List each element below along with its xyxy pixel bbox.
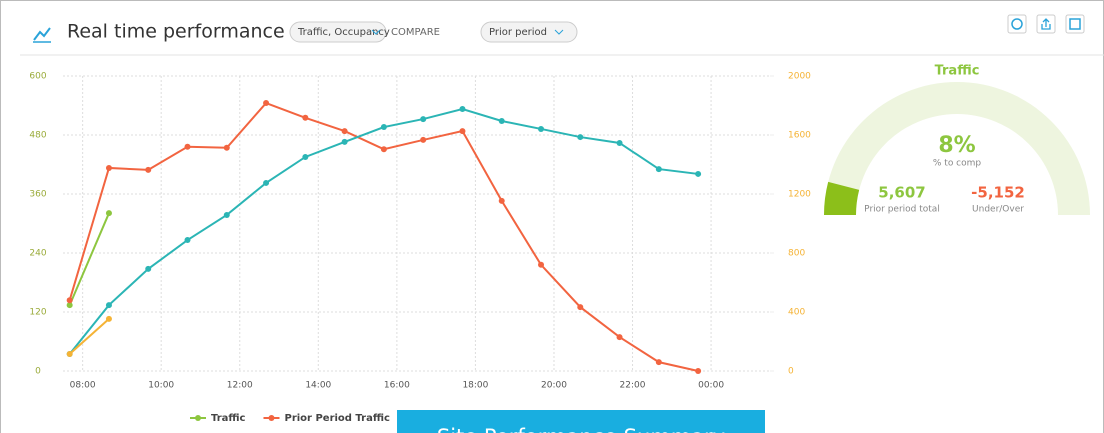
compare-label: COMPARE xyxy=(391,27,440,38)
y-tick-label: 360 xyxy=(29,190,46,200)
data-point xyxy=(302,114,309,121)
chevron xyxy=(554,29,564,35)
export-icon xyxy=(1041,18,1051,30)
data-point xyxy=(105,302,112,309)
data-point xyxy=(459,106,466,113)
data-point xyxy=(341,128,348,135)
gauge-diff-caption: Under/Over xyxy=(972,205,1024,215)
gauge: Traffic 8% % to comp 5,607 Prior period … xyxy=(824,64,1090,215)
x-tick-label: 16:00 xyxy=(384,381,410,391)
legend-label: Prior Period Traffic xyxy=(284,413,390,424)
metric-dropdown[interactable] xyxy=(289,21,387,43)
gauge-total: 5,607 xyxy=(878,184,925,202)
history-button[interactable] xyxy=(1007,14,1027,34)
gauge-percent: 8% xyxy=(938,133,975,158)
data-point xyxy=(695,368,702,374)
data-point xyxy=(145,265,152,272)
data-point xyxy=(498,117,505,124)
gauge-diff: -5,152 xyxy=(971,184,1025,202)
data-point xyxy=(577,304,584,311)
y2-tick-label: 1200 xyxy=(788,190,811,200)
data-point xyxy=(105,164,112,171)
data-point xyxy=(420,136,427,143)
y2-tick-label: 400 xyxy=(788,308,805,318)
data-point xyxy=(66,297,73,304)
data-point xyxy=(695,170,702,177)
legend-swatch xyxy=(195,415,201,421)
data-point xyxy=(263,100,270,107)
y2-tick-label: 1600 xyxy=(788,131,811,141)
data-point xyxy=(263,179,270,186)
legend-label: Traffic xyxy=(211,413,246,424)
data-point xyxy=(498,197,505,204)
x-tick-label: 22:00 xyxy=(620,381,646,391)
metric-dropdown-text: Traffic, Occupancy xyxy=(297,27,390,38)
x-tick-label: 18:00 xyxy=(462,381,488,391)
data-point xyxy=(223,211,230,218)
data-point xyxy=(66,302,73,309)
data-point xyxy=(223,144,230,151)
data-point xyxy=(184,143,191,150)
data-point xyxy=(380,146,387,153)
history-icon xyxy=(1011,18,1023,30)
y-tick-label: 120 xyxy=(29,308,46,318)
y2-tick-label: 0 xyxy=(788,367,794,377)
data-point xyxy=(577,134,584,141)
x-tick-label: 12:00 xyxy=(227,381,253,391)
data-point xyxy=(459,128,466,135)
compare-dropdown-text: Prior period xyxy=(489,27,547,38)
y2-tick-label: 800 xyxy=(788,249,805,259)
data-point xyxy=(341,138,348,145)
data-point xyxy=(66,351,73,358)
data-point xyxy=(538,125,545,132)
compare-dropdown[interactable] xyxy=(480,21,578,43)
x-tick-label: 14:00 xyxy=(305,381,331,391)
x-tick-label: 20:00 xyxy=(541,381,567,391)
expand-icon xyxy=(1069,18,1081,30)
chevron xyxy=(371,29,381,35)
y-tick-label: 0 xyxy=(35,367,41,377)
data-point xyxy=(145,166,152,173)
data-point xyxy=(105,315,112,322)
data-point xyxy=(184,237,191,244)
data-point xyxy=(420,116,427,123)
gauge-title: Traffic xyxy=(935,64,980,79)
data-point xyxy=(105,210,112,217)
chart-icon xyxy=(33,27,51,41)
plot: 0 120 240 360 480 600 0 400 800 1200 1600 2000 08:00… xyxy=(29,72,811,425)
data-point xyxy=(538,261,545,268)
y2-tick-label: 2000 xyxy=(788,72,811,82)
gauge-total-caption: Prior period total xyxy=(864,205,940,215)
legend-swatch xyxy=(268,415,275,421)
series-line xyxy=(69,318,110,355)
series-line xyxy=(68,212,110,306)
x-tick-label: 08:00 xyxy=(70,381,96,391)
title: Real time performance xyxy=(67,21,285,43)
expand-button[interactable] xyxy=(1065,14,1085,34)
data-point xyxy=(616,334,623,341)
y-tick-label: 600 xyxy=(29,72,46,82)
y-tick-label: 240 xyxy=(29,249,46,259)
gauge-caption: % to comp xyxy=(933,159,982,169)
data-point xyxy=(655,166,662,173)
gauge-fill xyxy=(824,181,860,215)
x-tick-label: 10:00 xyxy=(148,381,174,391)
summary-tab[interactable] xyxy=(397,410,765,433)
y-tick-label: 480 xyxy=(29,131,46,141)
data-point xyxy=(380,124,387,131)
data-point xyxy=(302,153,309,160)
summary-tab-text: Site Performance Summary xyxy=(437,425,725,433)
gauge-track xyxy=(824,82,1090,215)
x-tick-label: 00:00 xyxy=(698,381,724,391)
data-point xyxy=(616,139,623,146)
data-point xyxy=(655,359,662,366)
